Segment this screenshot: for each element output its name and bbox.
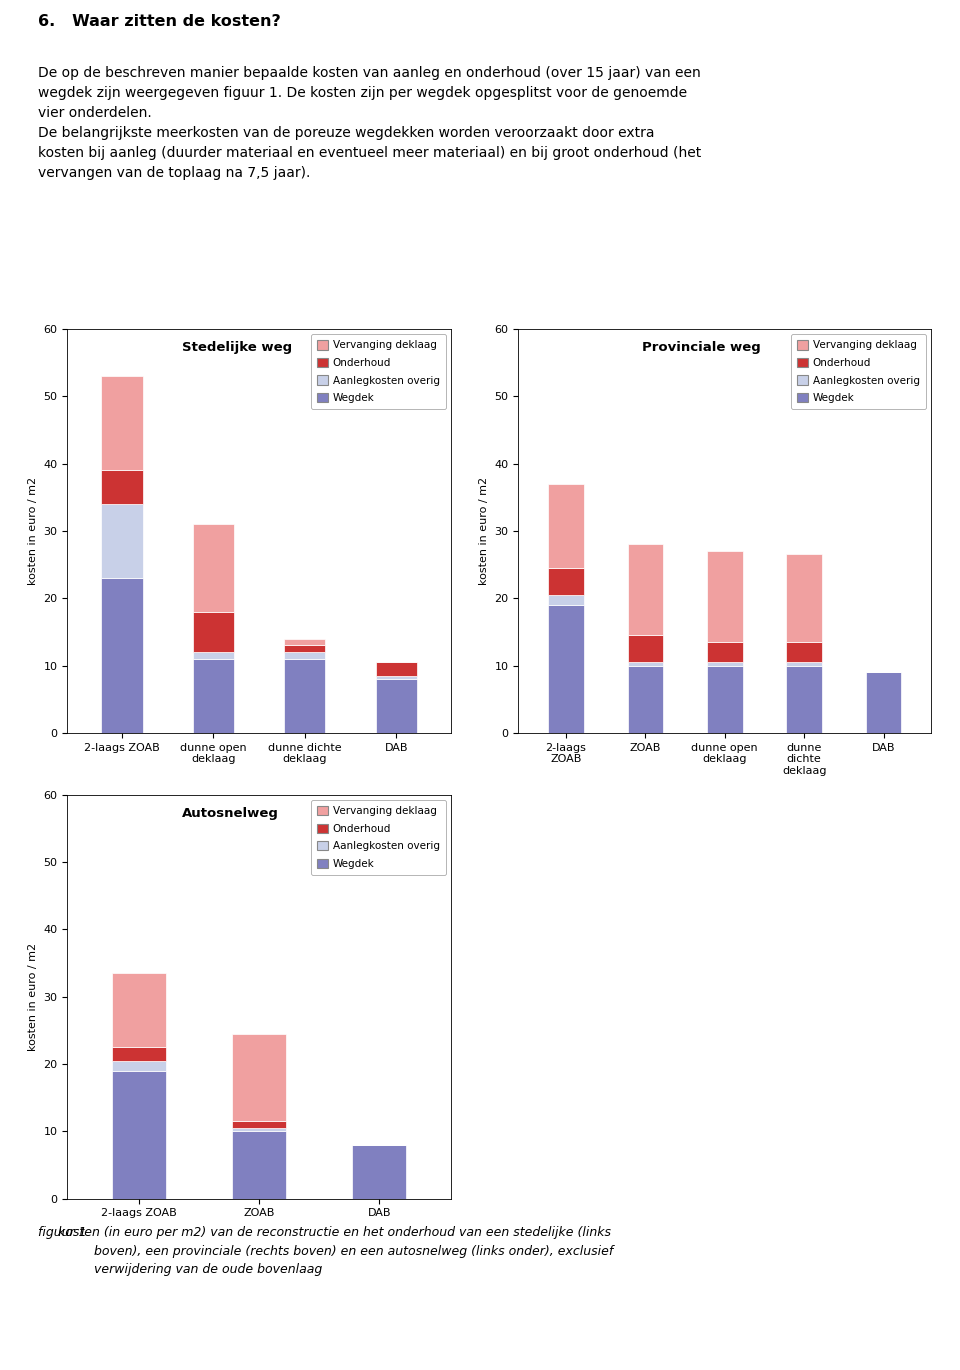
- Legend: Vervanging deklaag, Onderhoud, Aanlegkosten overig, Wegdek: Vervanging deklaag, Onderhoud, Aanlegkos…: [791, 334, 926, 410]
- Bar: [112, 1071, 166, 1199]
- Bar: [548, 606, 584, 733]
- Bar: [112, 1047, 166, 1060]
- Bar: [628, 544, 663, 636]
- Bar: [102, 470, 143, 504]
- Bar: [284, 659, 325, 733]
- Bar: [284, 645, 325, 652]
- Bar: [628, 636, 663, 662]
- Bar: [193, 525, 234, 611]
- Bar: [284, 638, 325, 645]
- Bar: [193, 659, 234, 733]
- Bar: [375, 675, 417, 680]
- Y-axis label: kosten in euro / m2: kosten in euro / m2: [28, 477, 37, 585]
- Bar: [232, 1128, 286, 1132]
- Y-axis label: kosten in euro / m2: kosten in euro / m2: [479, 477, 489, 585]
- Bar: [548, 595, 584, 606]
- Bar: [102, 375, 143, 470]
- Bar: [193, 652, 234, 659]
- Bar: [112, 1060, 166, 1071]
- Bar: [102, 504, 143, 578]
- Text: Stedelijke weg: Stedelijke weg: [182, 341, 293, 353]
- Bar: [866, 673, 901, 733]
- Bar: [548, 484, 584, 569]
- Bar: [232, 1121, 286, 1128]
- Bar: [707, 666, 743, 733]
- Bar: [786, 662, 822, 666]
- Legend: Vervanging deklaag, Onderhoud, Aanlegkosten overig, Wegdek: Vervanging deklaag, Onderhoud, Aanlegkos…: [311, 800, 446, 875]
- Legend: Vervanging deklaag, Onderhoud, Aanlegkosten overig, Wegdek: Vervanging deklaag, Onderhoud, Aanlegkos…: [311, 334, 446, 410]
- Text: kosten (in euro per m2) van de reconstructie en het onderhoud van een stedelijke: kosten (in euro per m2) van de reconstru…: [38, 1226, 613, 1275]
- Bar: [232, 1034, 286, 1121]
- Text: Autosnelweg: Autosnelweg: [182, 807, 279, 819]
- Bar: [628, 666, 663, 733]
- Bar: [112, 973, 166, 1047]
- Text: figuur 1: figuur 1: [38, 1226, 87, 1238]
- Bar: [375, 662, 417, 675]
- Bar: [193, 611, 234, 652]
- Bar: [232, 1132, 286, 1199]
- Bar: [628, 662, 663, 666]
- Bar: [548, 569, 584, 595]
- Bar: [707, 643, 743, 662]
- Text: Provinciale weg: Provinciale weg: [642, 341, 761, 353]
- Text: 6.   Waar zitten de kosten?: 6. Waar zitten de kosten?: [38, 14, 281, 29]
- Bar: [352, 1145, 406, 1199]
- Y-axis label: kosten in euro / m2: kosten in euro / m2: [28, 943, 37, 1051]
- Bar: [375, 680, 417, 733]
- Bar: [786, 555, 822, 643]
- Bar: [284, 652, 325, 659]
- Bar: [707, 662, 743, 666]
- Bar: [786, 643, 822, 662]
- Bar: [707, 551, 743, 643]
- Bar: [102, 578, 143, 733]
- Text: De op de beschreven manier bepaalde kosten van aanleg en onderhoud (over 15 jaar: De op de beschreven manier bepaalde kost…: [38, 45, 702, 179]
- Bar: [786, 666, 822, 733]
